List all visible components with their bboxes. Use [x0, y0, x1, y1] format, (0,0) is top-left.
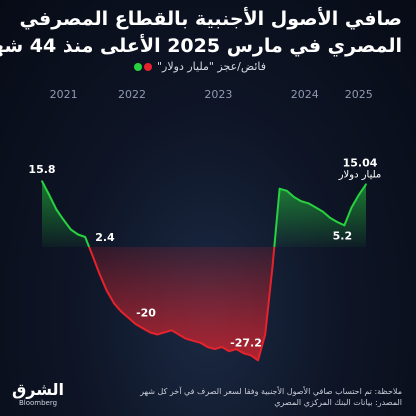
data-point: [91, 254, 94, 257]
year-tick-label: 2021: [49, 88, 78, 101]
data-point: [314, 206, 317, 209]
chart-title: صافي الأصول الأجنبية بالقطاع المصرفي الم…: [0, 6, 402, 60]
data-point: [163, 331, 166, 334]
data-point: [307, 202, 310, 205]
data-point: [199, 341, 202, 344]
data-point: [120, 310, 123, 313]
data-label: 15.8: [28, 163, 55, 176]
data-point: [242, 352, 245, 355]
data-point: [264, 333, 267, 336]
data-point: [249, 354, 252, 357]
data-point: [149, 331, 151, 334]
surplus-area: [274, 184, 366, 247]
logo-text-en: Bloomberg: [18, 399, 58, 407]
data-point: [105, 289, 108, 292]
title-line-1: صافي الأصول الأجنبية بالقطاع المصرفي: [19, 8, 402, 30]
data-point: [228, 350, 231, 353]
data-point: [278, 187, 281, 190]
data-point: [69, 228, 72, 231]
deficit-area: [89, 247, 275, 361]
asharq-bloomberg-logo: الشرق Bloomberg: [12, 381, 64, 408]
data-point: [343, 224, 346, 227]
legend-positive-dot: [133, 62, 142, 71]
data-label: 2.4: [95, 231, 115, 244]
data-point: [141, 327, 144, 330]
data-point: [235, 348, 238, 350]
data-point: [177, 333, 180, 336]
surplus-area: [42, 181, 90, 247]
data-point: [221, 346, 223, 348]
data-point: [156, 333, 159, 336]
data-point: [350, 206, 353, 209]
data-label: 5.2: [333, 229, 353, 242]
footer: ملاحظة: تم احتساب صافي الأصول الأجنبية و…: [140, 386, 402, 408]
data-label: 15.04: [343, 156, 378, 169]
legend-dots: [133, 62, 152, 71]
data-point: [206, 346, 209, 348]
year-tick-label: 2022: [118, 88, 146, 101]
data-point: [113, 302, 115, 305]
data-point: [192, 339, 195, 342]
data-point: [134, 323, 137, 325]
data-point: [357, 194, 360, 196]
data-label: -20: [136, 306, 156, 319]
deficit-line: [88, 246, 276, 362]
data-point: [127, 316, 130, 319]
legend: فائض/عجز "مليار دولار": [133, 60, 266, 73]
data-label: -27.2: [230, 336, 262, 349]
data-point: [271, 266, 274, 269]
data-point: [321, 210, 324, 213]
surplus-line: [41, 180, 91, 248]
data-point: [285, 189, 288, 192]
footer-source: المصدر: بيانات البنك المركزي المصري: [274, 398, 402, 407]
data-point: [213, 348, 216, 350]
year-tick-label: 2023: [204, 88, 233, 101]
data-point: [98, 273, 101, 275]
data-point: [185, 337, 187, 340]
year-tick-label: 2024: [290, 88, 319, 101]
data-point: [55, 208, 58, 211]
end-unit-label: مليار دولار: [338, 169, 382, 180]
data-point: [329, 216, 331, 219]
data-point: [365, 183, 367, 186]
data-point: [84, 236, 87, 238]
footer-note: ملاحظة: تم احتساب صافي الأصول الأجنبية و…: [140, 387, 402, 396]
data-point: [170, 329, 173, 332]
legend-label: فائض/عجز "مليار دولار": [156, 60, 266, 73]
surplus-line: [273, 183, 367, 248]
data-point: [48, 194, 51, 196]
data-point: [336, 221, 339, 223]
logo-text-ar: الشرق: [11, 380, 64, 399]
data-point: [300, 200, 303, 203]
data-point: [62, 219, 65, 221]
year-tick-label: 2025: [344, 88, 373, 101]
legend-negative-dot: [143, 62, 152, 71]
data-point: [293, 196, 295, 198]
data-point: [257, 359, 259, 362]
data-point: [41, 180, 43, 183]
data-point: [77, 233, 79, 236]
